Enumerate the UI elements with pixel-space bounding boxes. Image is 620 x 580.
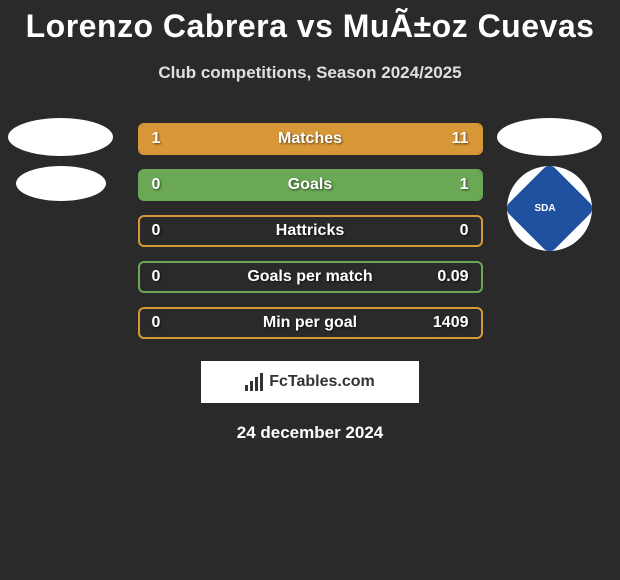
stat-value-left: 0: [152, 314, 161, 332]
player-right-photo-placeholder: [497, 118, 602, 156]
player-left-club-placeholder: [16, 166, 106, 201]
stat-label: Min per goal: [263, 314, 357, 332]
stat-row: 0 Goals 1: [138, 169, 483, 201]
stat-row: 0 Goals per match 0.09: [138, 261, 483, 293]
stat-value-right: 0.09: [437, 268, 468, 286]
page-title: Lorenzo Cabrera vs MuÃ±oz Cuevas: [0, 0, 620, 45]
stat-row: 1 Matches 11: [138, 123, 483, 155]
stat-label: Goals per match: [247, 268, 372, 286]
stat-row: 0 Hattricks 0: [138, 215, 483, 247]
stat-value-left: 0: [152, 222, 161, 240]
player-right-avatars: SDA: [497, 118, 602, 251]
player-left-photo-placeholder: [8, 118, 113, 156]
stat-value-left: 0: [152, 176, 161, 194]
stat-label: Hattricks: [276, 222, 344, 240]
chart-icon: [245, 373, 263, 391]
stat-value-right: 0: [460, 222, 469, 240]
stat-label: Matches: [278, 130, 342, 148]
stat-value-right: 1409: [433, 314, 469, 332]
date-label: 24 december 2024: [0, 423, 620, 443]
stat-row: 0 Min per goal 1409: [138, 307, 483, 339]
stat-value-right: 11: [452, 130, 469, 148]
badge-text: SDA: [535, 203, 556, 214]
watermark: FcTables.com: [201, 361, 419, 403]
player-right-club-badge: SDA: [507, 166, 592, 251]
stat-label: Goals: [288, 176, 332, 194]
stat-value-left: 1: [152, 130, 161, 148]
stat-value-right: 1: [460, 176, 469, 194]
stat-value-left: 0: [152, 268, 161, 286]
subtitle: Club competitions, Season 2024/2025: [0, 63, 620, 83]
player-left-avatars: [8, 118, 113, 201]
watermark-text: FcTables.com: [269, 373, 375, 391]
